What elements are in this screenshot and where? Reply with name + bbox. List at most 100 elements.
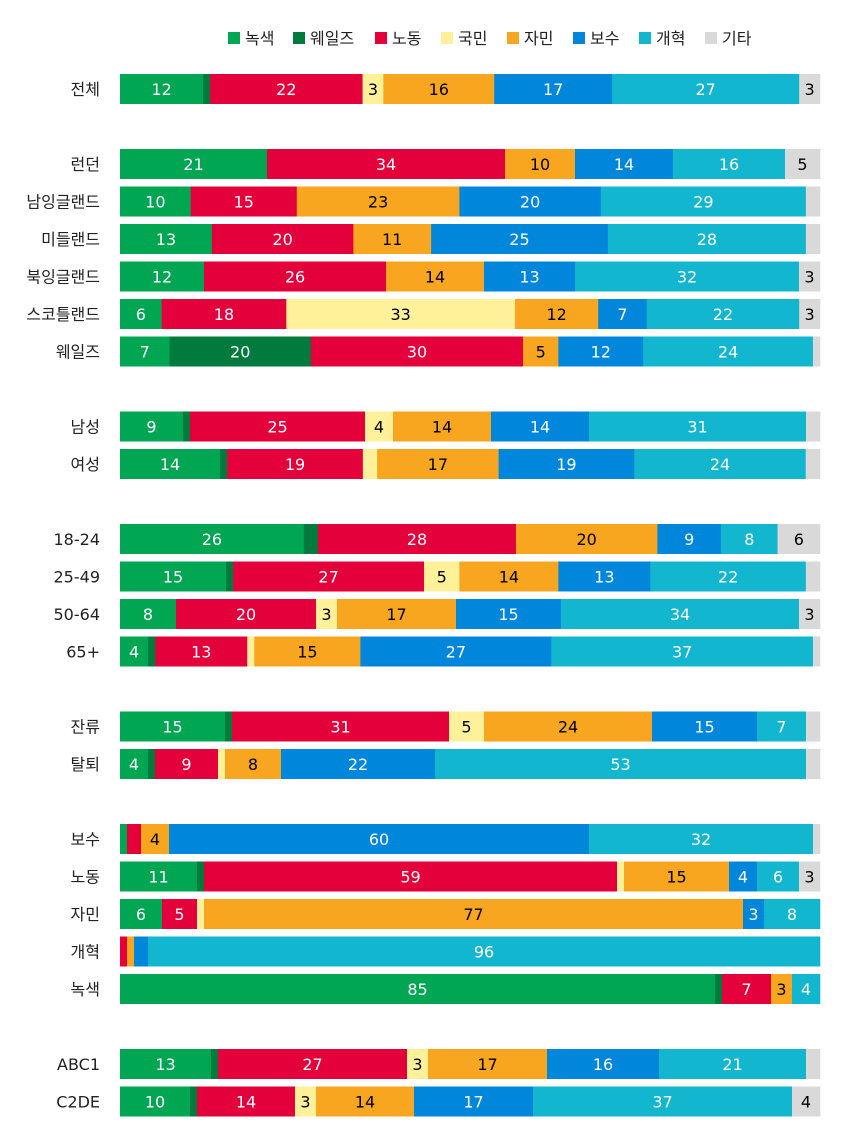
bar-segment-snp [316, 599, 338, 629]
bar-segment-con [459, 186, 602, 217]
data-label-green: 6 [136, 305, 146, 324]
row-남성: 남성 9 25 4 14 14 31 [71, 411, 821, 442]
data-label-libdem: 77 [463, 905, 483, 924]
bar-segment-labour [190, 411, 366, 442]
legend-label: 국민 [458, 29, 487, 48]
data-label-labour: 22 [276, 80, 296, 99]
legend-item-other: 기타 [705, 29, 752, 48]
row-미들랜드: 미들랜드 13 20 11 25 28 [41, 224, 821, 254]
data-label-libdem: 3 [776, 980, 786, 999]
bar-segment-libdem [377, 449, 499, 479]
bar-segment-snp [617, 861, 625, 892]
data-label-reform: 29 [693, 193, 713, 212]
row-label: 스코틀랜드 [26, 305, 100, 324]
data-label-reform: 53 [610, 755, 630, 774]
bar-segment-con [494, 74, 613, 104]
data-label-other: 6 [794, 530, 804, 549]
legend-label: 자민 [524, 29, 553, 48]
bar-segment-snp [362, 449, 378, 479]
data-label-con: 12 [591, 343, 611, 362]
bar-segment-con [743, 899, 765, 929]
data-label-libdem: 10 [530, 155, 550, 174]
data-label-snp: 5 [461, 718, 471, 737]
legend-item-labour: 노동 [375, 29, 421, 48]
data-label-con: 14 [614, 155, 634, 174]
bar-segment-libdem [225, 749, 282, 779]
data-label-reform: 32 [691, 830, 711, 849]
data-label-green: 12 [152, 268, 172, 287]
bar-segment-green [120, 636, 149, 667]
data-label-snp: 5 [437, 568, 447, 587]
bar-segment-libdem [386, 261, 485, 292]
bar-segment-libdem [428, 1049, 548, 1079]
data-label-labour: 26 [285, 268, 305, 287]
row-label: 남성 [71, 418, 100, 437]
data-label-libdem: 23 [368, 193, 388, 212]
bar-segment-reform [650, 561, 807, 592]
bar-segment-labour [210, 74, 363, 104]
data-label-libdem: 8 [248, 755, 258, 774]
row-label: 개혁 [71, 943, 100, 962]
bar-segment-green [120, 861, 198, 892]
bar-segment-other [799, 299, 821, 329]
bar-segment-con [598, 299, 648, 329]
bar-segment-con [491, 411, 590, 442]
data-label-libdem: 14 [499, 568, 519, 587]
data-label-green: 10 [145, 193, 165, 212]
row-label: 50-64 [54, 605, 101, 624]
bar-segment-labour [232, 711, 450, 742]
row-label: 자민 [71, 905, 100, 924]
data-label-labour: 9 [181, 755, 191, 774]
bar-segment-green [120, 561, 227, 592]
bar-segment-other [805, 186, 821, 217]
bar-segment-other [806, 1049, 821, 1079]
data-label-green: 4 [129, 643, 139, 662]
row-웨일즈: 웨일즈 7 20 30 5 12 24 [56, 336, 821, 367]
data-label-libdem: 17 [386, 605, 406, 624]
row-녹색: 녹색 85 7 3 4 [71, 974, 821, 1004]
legend-label: 웨일즈 [310, 29, 354, 48]
bar-segment-con [729, 861, 758, 892]
data-label-reform: 96 [474, 943, 494, 962]
bar-segment-con [281, 749, 436, 779]
row-label: 전체 [71, 80, 100, 99]
row-전체: 전체 12 22 3 16 17 27 3 [71, 74, 821, 104]
bar-segment-reform [764, 899, 821, 929]
data-label-con: 4 [738, 868, 748, 887]
bar-segment-reform [575, 261, 800, 292]
data-label-labour: 34 [376, 155, 396, 174]
bar-segment-labour [218, 1049, 408, 1079]
bar-segment-other [777, 524, 821, 554]
legend-swatch [293, 32, 305, 44]
data-label-other: 3 [804, 268, 814, 287]
bar-segment-green [120, 336, 170, 367]
bar-segment-labour [310, 336, 524, 367]
row-스코틀랜드: 스코틀랜드 6 18 33 12 7 22 3 [26, 299, 821, 329]
row-label: 런던 [71, 155, 100, 174]
bar-segment-snp [286, 299, 516, 329]
data-label-con: 17 [463, 1093, 483, 1112]
bar-segment-plaid [183, 411, 191, 442]
bar-segment-other [805, 449, 821, 479]
row-C2DE: C2DE 10 14 3 14 17 37 4 [56, 1086, 821, 1117]
data-label-con: 17 [543, 80, 563, 99]
legend-swatch [441, 32, 453, 44]
data-label-con: 14 [530, 418, 550, 437]
data-label-labour: 20 [236, 605, 256, 624]
data-label-libdem: 14 [432, 418, 452, 437]
bar-segment-reform [612, 74, 800, 104]
bar-segment-con [431, 224, 609, 254]
row-label: ABC1 [57, 1055, 100, 1074]
data-label-con: 25 [509, 230, 529, 249]
data-label-green: 12 [151, 80, 171, 99]
row-25-49: 25-49 15 27 5 14 13 22 [54, 561, 821, 592]
bar-segment-snp [197, 899, 205, 929]
bar-segment-green [120, 974, 716, 1004]
row-label: 북잉글랜드 [26, 268, 100, 287]
data-label-labour: 25 [267, 418, 287, 437]
legend-swatch [639, 32, 651, 44]
row-label: 남잉글랜드 [26, 193, 100, 212]
legend-item-reform: 개혁 [639, 29, 685, 48]
data-label-reform: 31 [687, 418, 707, 437]
data-label-reform: 7 [776, 718, 786, 737]
